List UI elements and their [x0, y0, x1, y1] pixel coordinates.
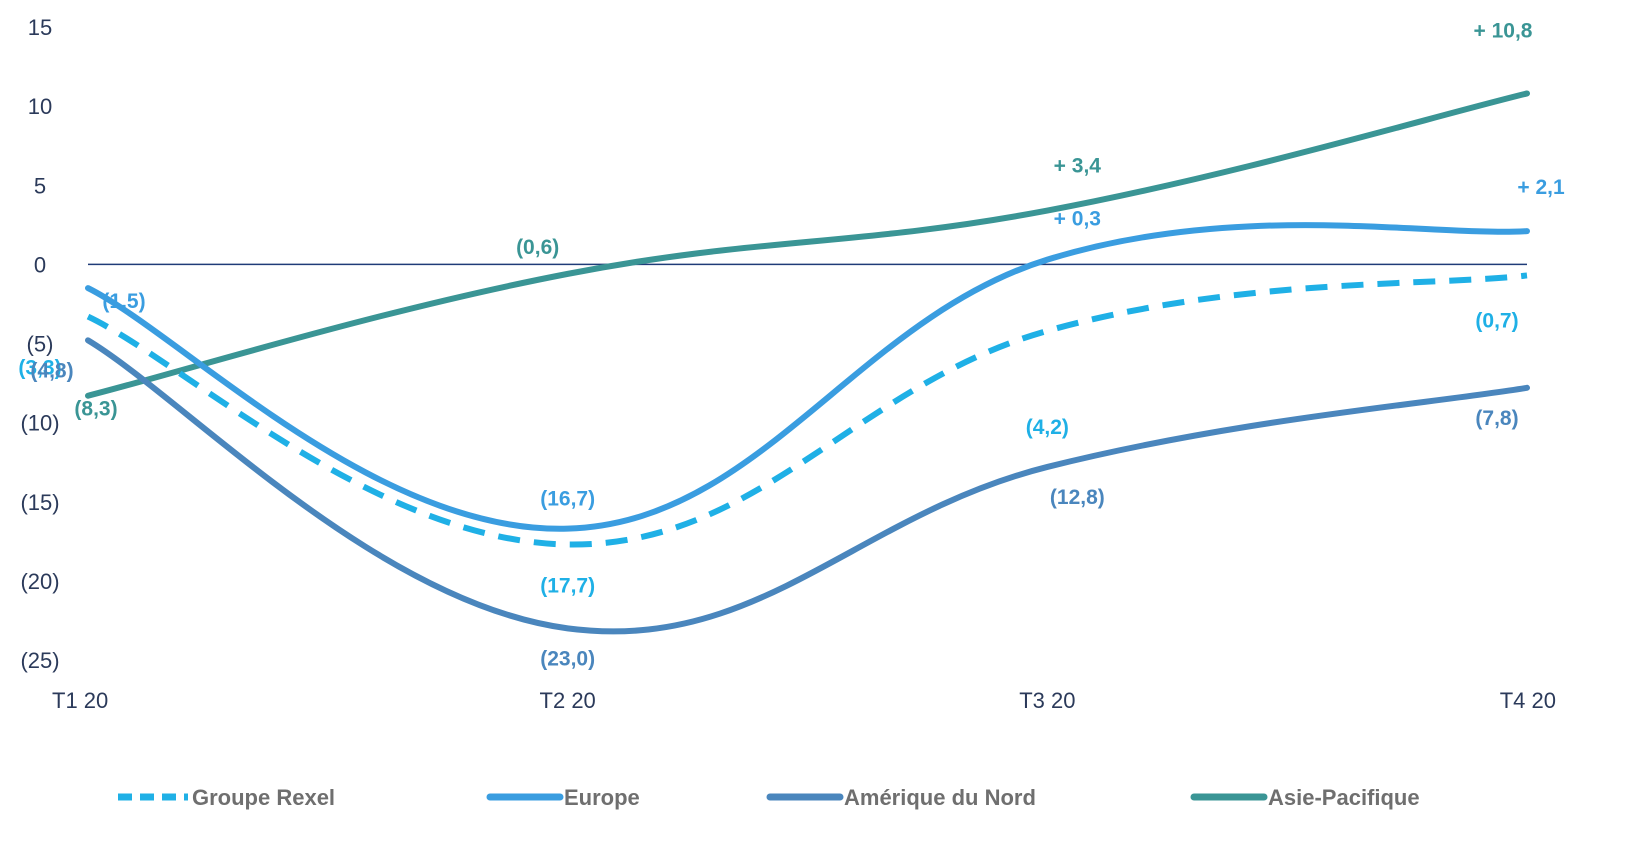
- y-tick-label: (5): [27, 332, 54, 357]
- data-label: (7,8): [1475, 407, 1518, 430]
- data-label: (23,0): [540, 647, 595, 670]
- y-tick-label: (15): [20, 490, 59, 515]
- y-tick-label: (25): [20, 648, 59, 673]
- x-tick-label: T3 20: [1019, 688, 1075, 713]
- data-label: + 10,8: [1474, 19, 1533, 42]
- data-label: + 2,1: [1517, 176, 1565, 199]
- data-label: (0,6): [516, 236, 559, 259]
- data-label: (0,7): [1475, 309, 1518, 332]
- y-tick-label: 15: [28, 15, 52, 40]
- data-label: (16,7): [540, 488, 595, 511]
- data-labels: (3,3) (17,7) (4,2) (0,7) (1,5) (16,7) + 0,3 + 2…: [18, 19, 1565, 670]
- x-tick-label: T4 20: [1500, 688, 1556, 713]
- data-label: (4,8): [30, 359, 73, 382]
- y-tick-label: 5: [34, 173, 46, 198]
- data-label: + 3,4: [1054, 155, 1102, 178]
- legend: Groupe Rexel Europe Amérique du Nord Asie-P…: [118, 785, 1420, 810]
- x-tick-label: T2 20: [540, 688, 596, 713]
- data-label: (8,3): [74, 398, 117, 421]
- data-label: (1,5): [102, 290, 145, 313]
- data-label: (4,2): [1026, 416, 1069, 439]
- series-lines: [85, 90, 1530, 635]
- legend-label: Asie-Pacifique: [1268, 785, 1420, 810]
- x-tick-label: T1 20: [52, 688, 108, 713]
- x-axis: T1 20 T2 20 T3 20 T4 20: [52, 688, 1556, 713]
- legend-label: Groupe Rexel: [192, 785, 335, 810]
- data-label: (3,3): [18, 357, 61, 380]
- legend-label: Amérique du Nord: [844, 785, 1036, 810]
- y-axis: 15 10 5 0 (5) (10) (15) (20) (25): [20, 15, 59, 673]
- data-label: (17,7): [540, 574, 595, 597]
- y-tick-label: 10: [28, 94, 52, 119]
- y-tick-label: (20): [20, 569, 59, 594]
- series-line-asie-pacifique: [85, 90, 1530, 399]
- y-tick-label: 0: [34, 252, 46, 277]
- series-line-groupe-rexel: [86, 272, 1528, 548]
- y-tick-label: (10): [20, 411, 59, 436]
- series-line-europe: [85, 222, 1530, 532]
- data-label: (12,8): [1050, 486, 1105, 509]
- data-label: + 0,3: [1054, 208, 1101, 231]
- series-line-am-rique-du-nord: [85, 337, 1530, 635]
- legend-label: Europe: [564, 785, 640, 810]
